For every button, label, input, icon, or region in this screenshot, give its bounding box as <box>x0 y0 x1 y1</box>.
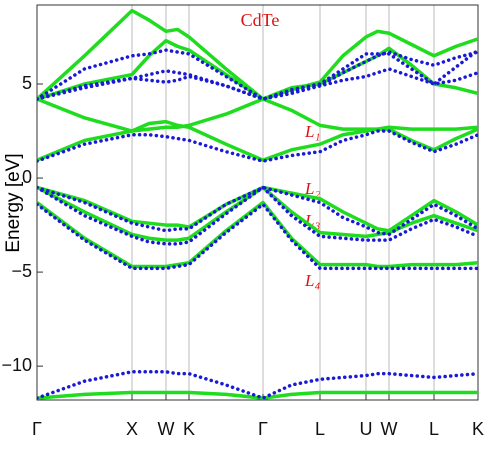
x-tick-label: Γ <box>258 419 268 439</box>
annotation: L₁ <box>304 122 320 141</box>
x-tick-label: L <box>315 419 325 439</box>
band-dotted <box>37 370 478 400</box>
band-dotted <box>37 202 478 271</box>
band-line <box>37 390 478 400</box>
x-tick-label: K <box>472 419 484 439</box>
y-tick-label: −5 <box>11 261 32 281</box>
band-line <box>37 119 478 162</box>
x-tick-label: X <box>126 419 138 439</box>
band-dotted <box>37 67 478 101</box>
x-tick-label: Γ <box>32 419 42 439</box>
band-line <box>37 200 478 269</box>
chart-title: CdTe <box>241 10 280 30</box>
y-tick-label: 0 <box>22 167 32 187</box>
x-tick-label: W <box>381 419 398 439</box>
band-line <box>37 97 478 133</box>
band-dotted <box>37 48 478 101</box>
band-line <box>37 185 478 233</box>
band-line <box>37 38 478 101</box>
y-tick-label: −10 <box>1 355 32 375</box>
x-tick-label: K <box>183 419 195 439</box>
x-tick-label: L <box>429 419 439 439</box>
y-tick-label: 5 <box>22 73 32 93</box>
band-dotted <box>37 129 478 163</box>
y-axis-label: Energy [eV] <box>3 153 24 252</box>
annotation: L₄ <box>304 271 320 290</box>
band-dotted <box>37 185 478 237</box>
annotation: L₂ <box>304 179 320 198</box>
x-tick-label: U <box>360 419 373 439</box>
band-dotted <box>37 185 478 246</box>
x-tick-label: W <box>158 419 175 439</box>
band-dotted <box>37 48 478 101</box>
band-line <box>37 185 478 242</box>
